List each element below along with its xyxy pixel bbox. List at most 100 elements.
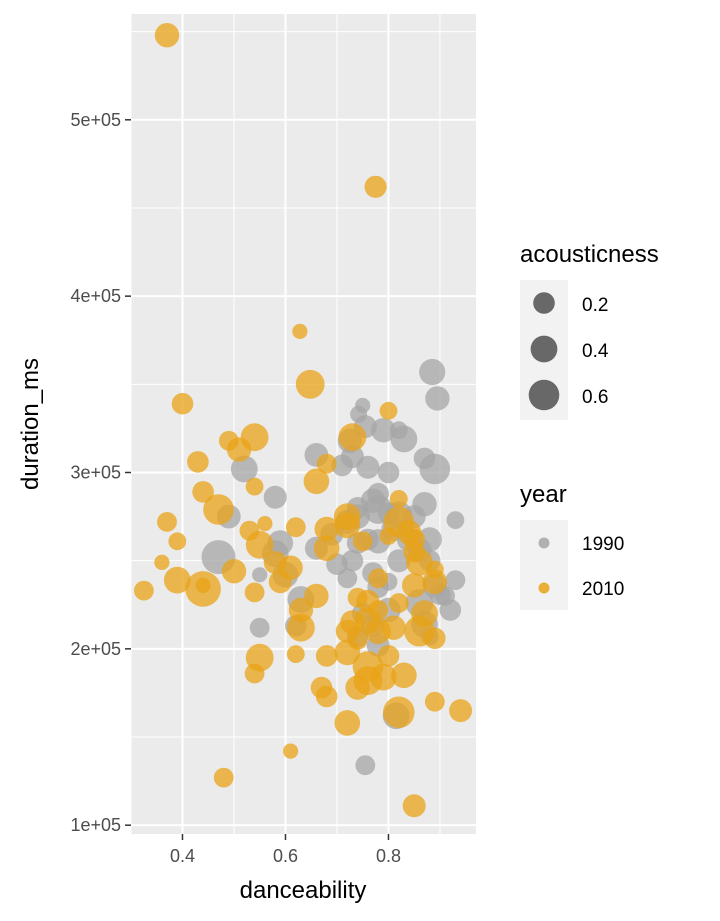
point-2010	[334, 512, 361, 539]
point-1990	[425, 386, 450, 411]
point-2010	[213, 767, 234, 788]
point-1990	[337, 568, 358, 589]
point-2010	[245, 530, 274, 559]
x-axis-title: danceability	[240, 877, 367, 904]
point-1990	[249, 617, 270, 638]
point-1990	[377, 461, 400, 484]
size-legend-label-2: 0.6	[582, 387, 608, 408]
point-1990	[446, 511, 465, 529]
point-2010	[315, 685, 338, 708]
size-legend-title: acousticness	[520, 241, 659, 268]
point-2010	[157, 512, 177, 532]
point-2010	[365, 618, 392, 644]
point-1990	[390, 425, 418, 453]
point-1990	[419, 453, 451, 485]
point-2010	[295, 369, 325, 399]
point-2010	[303, 468, 330, 495]
point-2010	[352, 531, 373, 552]
size-legend-key-1	[530, 335, 558, 363]
point-2010	[368, 568, 389, 589]
point-1990	[371, 418, 396, 443]
point-2010	[379, 527, 398, 545]
y-axis-ticks: 1e+05 2e+05 3e+05 4e+05 5e+05	[70, 110, 131, 835]
point-2010	[345, 675, 370, 700]
point-2010	[134, 580, 154, 601]
point-2010	[369, 663, 397, 691]
color-legend-keys	[538, 537, 550, 594]
point-2010	[449, 699, 473, 723]
size-legend-label-0: 0.2	[582, 295, 608, 316]
point-2010	[304, 583, 329, 609]
point-2010	[203, 494, 234, 525]
point-1990	[439, 599, 462, 621]
color-legend-label-0: 1990	[582, 534, 624, 555]
y-tick-label: 4e+05	[70, 286, 121, 306]
point-1990	[355, 755, 376, 776]
point-2010	[245, 477, 264, 496]
point-2010	[402, 573, 427, 598]
point-1990	[252, 567, 268, 583]
point-2010	[313, 535, 340, 562]
x-tick-label: 0.8	[376, 846, 401, 866]
size-legend-keys	[528, 292, 560, 411]
point-2010	[244, 663, 265, 684]
point-2010	[287, 613, 315, 642]
y-tick-label: 2e+05	[70, 639, 121, 659]
y-tick-label: 5e+05	[70, 110, 121, 130]
point-2010	[316, 453, 337, 474]
data-points	[134, 23, 473, 818]
size-legend-label-1: 0.4	[582, 341, 609, 362]
point-2010	[338, 423, 367, 452]
point-2010	[283, 743, 299, 759]
plot-panel	[131, 14, 476, 834]
point-2010	[221, 559, 247, 584]
point-2010	[315, 645, 338, 667]
point-2010	[195, 577, 211, 594]
point-2010	[226, 437, 252, 462]
point-2010	[314, 516, 339, 542]
point-2010	[377, 645, 400, 667]
size-legend-key-2	[528, 379, 560, 411]
size-legend-key-0	[533, 292, 555, 314]
point-2010	[383, 696, 415, 729]
point-2010	[244, 582, 265, 603]
major-gridlines	[131, 14, 476, 834]
point-2010	[292, 323, 308, 339]
y-axis-title: duration_ms	[17, 358, 44, 490]
point-1990	[356, 455, 380, 479]
point-2010	[268, 570, 292, 594]
x-tick-label: 0.4	[170, 846, 195, 866]
point-2010	[286, 645, 305, 663]
point-1990	[419, 358, 446, 386]
point-2010	[334, 710, 361, 736]
point-2010	[168, 532, 187, 551]
point-2010	[391, 662, 417, 689]
point-2010	[389, 490, 408, 508]
point-2010	[171, 392, 194, 415]
size-legend: acousticness 0.2 0.4 0.6	[520, 241, 659, 420]
point-1990	[263, 485, 287, 509]
minor-gridlines	[130, 14, 476, 834]
point-2010	[163, 566, 191, 594]
point-2010	[424, 627, 446, 650]
point-1990	[331, 454, 353, 477]
point-2010	[257, 516, 273, 532]
point-2010	[388, 593, 409, 613]
color-legend-key-2010	[538, 582, 550, 594]
point-2010	[285, 517, 306, 538]
point-2010	[187, 451, 209, 473]
point-2010	[402, 794, 426, 818]
color-legend-key-bg	[520, 520, 568, 610]
y-tick-label: 1e+05	[70, 815, 121, 835]
point-2010	[379, 401, 398, 420]
color-legend: year 1990 2010	[520, 481, 624, 610]
point-2010	[422, 569, 447, 594]
point-1990	[445, 570, 466, 590]
y-tick-label: 3e+05	[70, 462, 121, 482]
x-axis-ticks: 0.4 0.6 0.8	[170, 834, 401, 866]
color-legend-title: year	[520, 481, 567, 508]
point-2010	[334, 639, 361, 666]
color-legend-key-1990	[538, 537, 550, 549]
point-2010	[192, 481, 214, 503]
